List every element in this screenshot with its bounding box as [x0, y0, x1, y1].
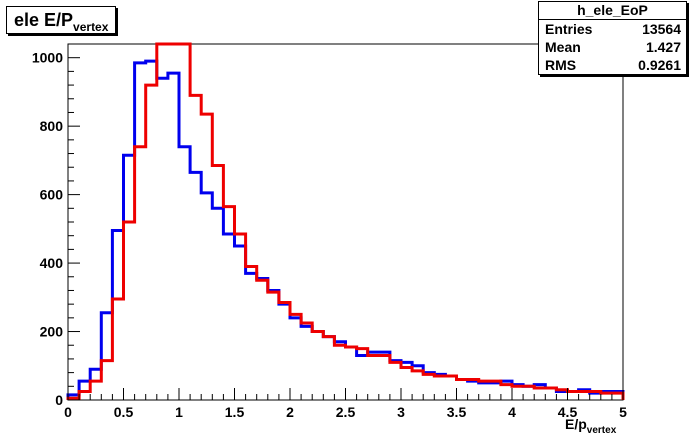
x-tick-label: 3 [397, 404, 405, 420]
histogram-series-1 [66, 59, 625, 400]
x-tick-label: 4.5 [558, 404, 578, 420]
title-main: ele E/P [14, 10, 74, 30]
stats-value: 13564 [642, 21, 681, 37]
x-tick-label: 0.5 [114, 404, 134, 420]
stats-label: Entries [545, 21, 593, 37]
stats-row-mean: Mean 1.427 [539, 38, 686, 56]
x-tick-label: 0 [64, 404, 72, 420]
title-subscript: vertex [73, 20, 109, 34]
x-tick-label: 3.5 [447, 404, 467, 420]
stats-value: 1.427 [645, 39, 681, 55]
x-tick-label: 1.5 [225, 404, 245, 420]
stats-row-rms: RMS 0.9261 [539, 56, 686, 74]
y-tick-label: 400 [40, 255, 64, 271]
stats-box: h_ele_EoP Entries 13564 Mean 1.427 RMS 0… [538, 1, 687, 75]
x-tick-label: 2.5 [336, 404, 356, 420]
y-tick-label: 1000 [32, 50, 63, 66]
histogram-series-2 [66, 42, 625, 400]
x-tick-label: 5 [619, 404, 627, 420]
x-tick-label: 1 [175, 404, 183, 420]
y-tick-label: 200 [40, 324, 64, 340]
x-tick-label: 4 [508, 404, 516, 420]
y-axis: 0 200 400 600 800 1000 [32, 43, 80, 408]
y-tick-label: 800 [40, 118, 64, 134]
stats-row-entries: Entries 13564 [539, 20, 686, 38]
stats-label: RMS [545, 57, 577, 73]
stats-histogram-name: h_ele_EoP [539, 2, 686, 20]
stats-value: 0.9261 [638, 57, 681, 73]
y-tick-label: 0 [55, 392, 63, 408]
histogram-series [66, 42, 625, 400]
histogram-title: ele E/Pvertex [6, 6, 117, 34]
x-axis-label: E/pvertex [565, 416, 617, 436]
x-tick-label: 2 [286, 404, 294, 420]
y-tick-label: 600 [40, 187, 64, 203]
x-axis: 0 0.5 1 1.5 2 2.5 3 3.5 4 4.5 5 [64, 388, 627, 420]
stats-label: Mean [545, 39, 581, 55]
